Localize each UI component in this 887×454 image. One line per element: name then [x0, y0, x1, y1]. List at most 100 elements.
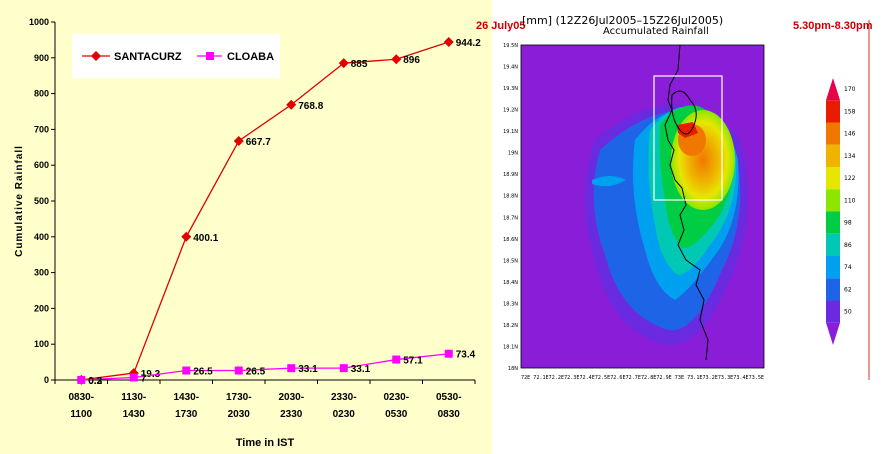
colorbar-level-label: 86 [844, 242, 852, 249]
y-tick-label: 400 [34, 232, 49, 242]
map-y-tick-label: 18.5N [503, 258, 518, 264]
legend-santacurz-label: SANTACURZ [114, 51, 182, 63]
colorbar-level-label: 170 [844, 86, 856, 93]
data-label: 57.1 [403, 356, 423, 367]
data-label: 885 [351, 59, 368, 70]
x-tick-label: 2030- [278, 392, 304, 403]
map-y-tick-label: 18.7N [503, 215, 518, 221]
santacurz-point [286, 99, 297, 110]
colorbar-level-label: 74 [844, 264, 852, 271]
x-tick-label: 0530 [385, 409, 408, 420]
map-y-tick-label: 19.2N [503, 108, 518, 114]
map-y-tick-label: 19.5N [503, 43, 518, 49]
x-tick-label: 2330 [280, 409, 303, 420]
west-blob [592, 176, 626, 187]
y-tick-label: 800 [34, 89, 49, 99]
x-tick-label: 1130- [121, 392, 146, 403]
rainfall-map-svg: 18N 18.1N 18.2N 18.3N 18.4N 18.5N 18.6N 18.7N 18… [503, 20, 870, 381]
y-tick-label: 1000 [29, 17, 49, 27]
map-y-tick-label: 18N [508, 366, 518, 372]
colorbar-swatch [826, 278, 840, 301]
x-axis-title: Time in IST [236, 437, 295, 449]
santacurz-point [338, 58, 349, 69]
colorbar-level-label: 122 [844, 175, 856, 182]
cloaba-point [234, 366, 243, 375]
y-tick-label: 600 [34, 160, 49, 170]
colorbar-swatch [826, 300, 840, 323]
study-area-box [653, 75, 723, 201]
data-label: 26.5 [246, 367, 266, 378]
y-tick-label: 100 [34, 339, 49, 349]
colorbar-level-label: 134 [844, 153, 856, 160]
colorbar-swatch [826, 122, 840, 145]
x-tick-label: 0830 [438, 409, 461, 420]
map-x-ticks: 72E 72.1E72.2E72.3E72.4E72.5E72.6E72.7E7… [521, 375, 764, 381]
map-y-ticks: 18N 18.1N 18.2N 18.3N 18.4N 18.5N 18.6N 18.7N 18… [503, 43, 518, 372]
data-label: 33.1 [351, 364, 371, 375]
cloaba-point [129, 373, 138, 382]
x-tick-label: 0230- [383, 392, 409, 403]
line-chart-svg: 0 100 200 300 400 500 600 700 800 900 1000 0830- 110… [14, 17, 481, 449]
cloaba-point [77, 375, 86, 384]
legend-cloaba-marker [206, 52, 214, 60]
data-label: 73.4 [456, 350, 476, 361]
x-tick-label: 1730 [175, 409, 198, 420]
legend-santacurz-marker [91, 51, 101, 61]
accumulated-rainfall-map: 18N 18.1N 18.2N 18.3N 18.4N 18.5N 18.6N 18.7N 18… [476, 0, 887, 454]
colorbar-level-label: 62 [844, 286, 852, 293]
cloaba-point [287, 364, 296, 373]
data-label: 0.2 [88, 376, 102, 387]
map-y-tick-label: 18.3N [503, 301, 518, 307]
data-label: 768.8 [298, 101, 323, 112]
colorbar-level-label: 110 [844, 197, 856, 204]
x-tick-label: 0530- [436, 392, 462, 403]
coastline [664, 44, 709, 361]
santacurz-line [81, 41, 449, 381]
colorbar-swatch [826, 256, 840, 279]
data-label: 33.1 [298, 364, 318, 375]
x-tick-label: 1430- [173, 392, 199, 403]
map-frame [520, 44, 765, 369]
colorbar-swatch [826, 100, 840, 123]
map-y-tick-label: 18.4N [503, 280, 518, 286]
cloaba-point [339, 364, 348, 373]
santacurz-point [181, 231, 192, 242]
y-tick-label: 200 [34, 303, 49, 313]
colorbar: 170 158 146 134 122 110 98 86 74 62 50 [826, 78, 856, 345]
legend-cloaba-label: CLOABA [227, 51, 274, 63]
colorbar-level-label: 50 [844, 309, 852, 316]
map-subtitle: Accumulated Rainfall [603, 26, 709, 37]
cloaba-point [392, 355, 401, 364]
colorbar-top-cap [826, 78, 840, 101]
x-tick-label: 2330- [331, 392, 357, 403]
data-label: 667.7 [246, 137, 271, 148]
map-y-tick-label: 18.8N [503, 194, 518, 200]
data-label: 0.3 [88, 376, 102, 387]
santacurz-point [233, 135, 244, 146]
legend: SANTACURZ CLOABA [72, 34, 280, 78]
santacurz-point [391, 54, 402, 65]
date-label: 26 July05 [476, 20, 526, 32]
map-title: [mm] (12Z26Jul2005–15Z26Jul2005) [522, 14, 724, 27]
colorbar-swatch [826, 233, 840, 256]
y-tick-label: 0 [44, 375, 49, 385]
map-y-tick-label: 19.1N [503, 129, 518, 135]
colorbar-level-label: 146 [844, 131, 856, 138]
y-axis-title: Cumulative Rainfall [14, 145, 25, 257]
y-tick-label: 300 [34, 268, 49, 278]
cloaba-line [81, 353, 449, 381]
map-y-tick-label: 18.6N [503, 237, 518, 243]
x-tick-label: 1100 [70, 409, 92, 420]
map-y-tick-label: 18.9N [503, 172, 518, 178]
x-tick-label: 1730- [226, 392, 252, 403]
data-label: 7 [141, 373, 147, 384]
time-range-label: 5.30pm-8.30pm [793, 20, 873, 32]
map-y-tick-label: 19N [508, 151, 518, 157]
x-tick-label: 0830- [68, 392, 94, 403]
y-tick-label: 900 [34, 53, 49, 63]
colorbar-swatch [826, 167, 840, 190]
colorbar-swatch [826, 144, 840, 167]
data-label: 944.2 [456, 38, 481, 49]
data-label: 26.5 [193, 367, 213, 378]
cloaba-point [182, 366, 191, 375]
